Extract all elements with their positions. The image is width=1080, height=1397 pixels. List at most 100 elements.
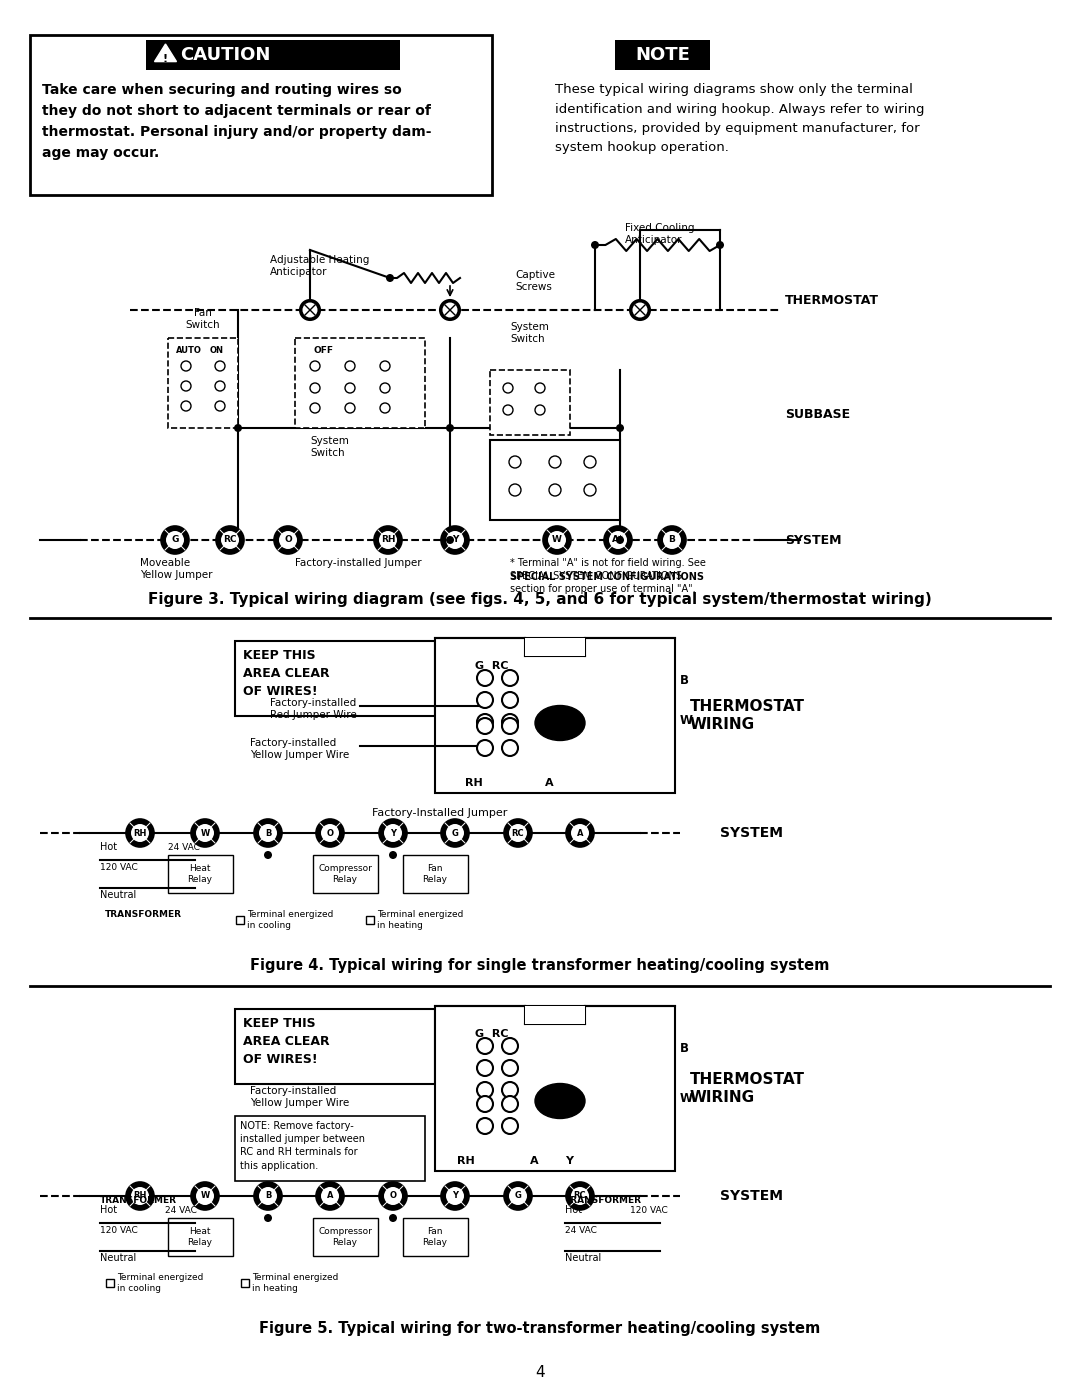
Text: B: B [680, 675, 689, 687]
Circle shape [446, 536, 454, 543]
Text: These typical wiring diagrams show only the terminal
identification and wiring h: These typical wiring diagrams show only … [555, 82, 924, 155]
Text: Y: Y [390, 828, 396, 837]
Circle shape [181, 381, 191, 391]
Circle shape [274, 527, 302, 555]
Bar [295, 338, 426, 427]
Text: TRANSFORMER: TRANSFORMER [100, 1196, 177, 1206]
Text: THERMOSTAT
WIRING: THERMOSTAT WIRING [690, 1071, 805, 1105]
Text: RH: RH [133, 1192, 147, 1200]
Bar [241, 1280, 249, 1287]
Bar [237, 916, 244, 923]
Circle shape [548, 531, 566, 549]
Circle shape [616, 536, 624, 543]
Circle shape [663, 531, 681, 549]
Text: Factory-installed
Yellow Jumper Wire: Factory-installed Yellow Jumper Wire [249, 738, 349, 760]
Text: O: O [390, 1192, 396, 1200]
Text: RH: RH [133, 828, 147, 837]
Circle shape [535, 405, 545, 415]
Circle shape [477, 1083, 492, 1098]
Circle shape [477, 1118, 492, 1134]
Text: RC: RC [573, 1192, 586, 1200]
Bar [525, 638, 585, 657]
Circle shape [509, 1187, 527, 1206]
Text: Figure 5. Typical wiring for two-transformer heating/cooling system: Figure 5. Typical wiring for two-transfo… [259, 1322, 821, 1336]
Text: 120 VAC: 120 VAC [630, 1206, 667, 1215]
Text: KEEP THIS
AREA CLEAR
OF WIRES!: KEEP THIS AREA CLEAR OF WIRES! [243, 650, 329, 698]
Circle shape [503, 405, 513, 415]
Bar [235, 1009, 435, 1084]
Circle shape [259, 824, 276, 842]
Bar [403, 855, 468, 893]
Text: System
Switch: System Switch [310, 436, 349, 458]
Text: Factory-installed Jumper: Factory-installed Jumper [295, 557, 421, 569]
Text: 4: 4 [536, 1365, 544, 1380]
Text: 24 VAC: 24 VAC [165, 1206, 197, 1215]
Text: RH: RH [381, 535, 395, 545]
Text: G: G [514, 1192, 522, 1200]
Circle shape [316, 1182, 345, 1210]
Circle shape [502, 1097, 518, 1112]
Circle shape [504, 1182, 532, 1210]
Text: W: W [552, 535, 562, 545]
Circle shape [616, 425, 624, 432]
Circle shape [503, 383, 513, 393]
Bar [30, 35, 492, 196]
Bar [167, 855, 232, 893]
Circle shape [161, 527, 189, 555]
Circle shape [630, 300, 650, 320]
Circle shape [264, 851, 272, 859]
Circle shape [477, 714, 492, 731]
Circle shape [502, 718, 518, 733]
Text: Y: Y [453, 1192, 458, 1200]
Text: G: G [451, 828, 458, 837]
Text: Moveable
Yellow Jumper: Moveable Yellow Jumper [140, 557, 213, 580]
Ellipse shape [535, 1084, 585, 1119]
Bar [615, 41, 710, 70]
Text: Heat
Relay: Heat Relay [188, 865, 213, 884]
Text: CAUTION: CAUTION [180, 46, 271, 64]
Bar [312, 1218, 378, 1256]
Bar [490, 370, 570, 434]
Circle shape [191, 819, 219, 847]
Text: Hot: Hot [100, 842, 117, 852]
Bar [490, 440, 620, 520]
Text: 120 VAC: 120 VAC [100, 863, 138, 872]
Bar [235, 641, 435, 717]
Text: OFF: OFF [313, 346, 333, 355]
Circle shape [181, 360, 191, 372]
Circle shape [441, 819, 469, 847]
Text: RH: RH [465, 778, 483, 788]
Text: NOTE: NOTE [635, 46, 690, 64]
Circle shape [300, 300, 320, 320]
Circle shape [509, 455, 521, 468]
Text: RC: RC [512, 828, 524, 837]
Circle shape [571, 1187, 589, 1206]
Circle shape [604, 527, 632, 555]
Circle shape [502, 692, 518, 708]
Circle shape [216, 527, 244, 555]
Bar [312, 855, 378, 893]
Text: G: G [172, 535, 178, 545]
Circle shape [264, 1214, 272, 1222]
Circle shape [321, 1187, 339, 1206]
Text: Hot: Hot [565, 1206, 582, 1215]
Bar [146, 41, 400, 70]
Circle shape [379, 531, 397, 549]
Bar [435, 638, 675, 793]
Circle shape [502, 714, 518, 731]
Text: System
Switch: System Switch [510, 321, 549, 345]
Text: Factory-installed
Red Jumper Wire: Factory-installed Red Jumper Wire [270, 698, 356, 721]
Circle shape [254, 1182, 282, 1210]
Circle shape [380, 360, 390, 372]
Text: Fan
Relay: Fan Relay [422, 1228, 447, 1246]
Text: B: B [680, 1042, 689, 1056]
Circle shape [279, 531, 297, 549]
Circle shape [310, 383, 320, 393]
Circle shape [234, 425, 242, 432]
Circle shape [477, 692, 492, 708]
Circle shape [502, 671, 518, 686]
Circle shape [254, 819, 282, 847]
Circle shape [566, 1182, 594, 1210]
Circle shape [502, 1038, 518, 1053]
Circle shape [321, 824, 339, 842]
